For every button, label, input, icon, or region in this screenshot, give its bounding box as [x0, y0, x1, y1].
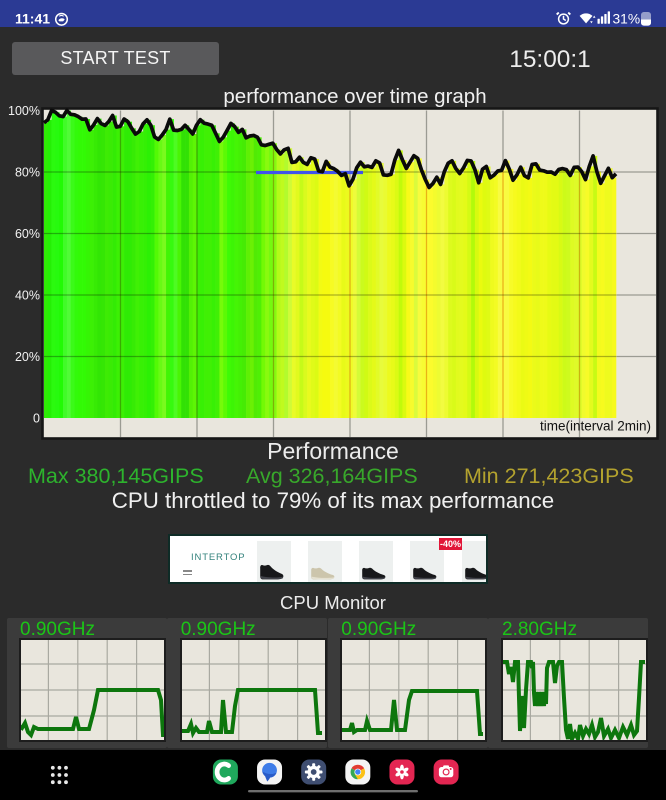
svg-text:40%: 40%: [15, 289, 40, 303]
svg-text:31%: 31%: [613, 12, 641, 27]
svg-text:80%: 80%: [15, 166, 40, 180]
svg-text:11:41: 11:41: [15, 11, 50, 27]
svg-text:60%: 60%: [15, 227, 40, 241]
svg-text:100%: 100%: [8, 104, 40, 118]
svg-text:time(interval 2min): time(interval 2min): [540, 419, 651, 434]
svg-text:20%: 20%: [15, 350, 40, 364]
svg-text:0: 0: [33, 412, 40, 426]
